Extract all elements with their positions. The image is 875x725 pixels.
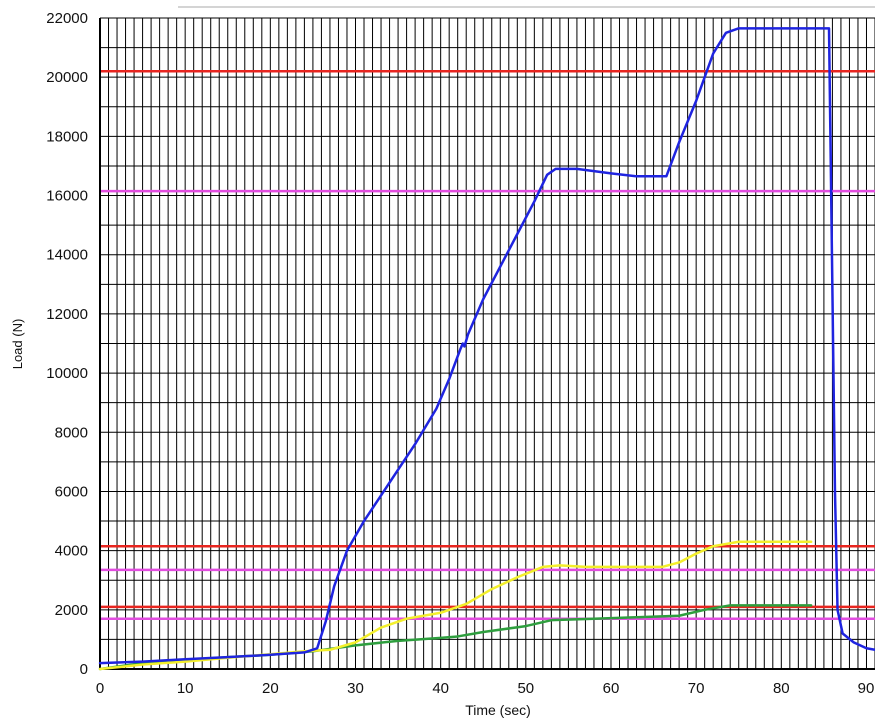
y-tick-label: 20000: [46, 69, 88, 86]
x-tick-label: 80: [773, 680, 790, 697]
x-tick-label: 50: [517, 680, 534, 697]
x-tick-label: 70: [688, 680, 705, 697]
x-tick-label: 20: [262, 680, 279, 697]
tick-labels-layer: 0 10 20 30 40 50 60 70 80 90 0 2000 4000 6000 8000 1000…: [46, 10, 874, 697]
series-line: [98, 27, 875, 665]
y-tick-label: 14000: [46, 247, 88, 264]
x-tick-label: 90: [858, 680, 875, 697]
y-tick-label: 16000: [46, 188, 88, 205]
y-tick-label: 18000: [46, 128, 88, 145]
y-axis-title: Load (N): [10, 319, 25, 370]
y-tick-label: 2000: [55, 602, 88, 619]
y-tick-label: 12000: [46, 306, 88, 323]
x-tick-label: 10: [177, 680, 194, 697]
axes-layer: [99, 18, 875, 670]
series-layer: [98, 27, 875, 671]
x-tick-label: 0: [96, 680, 104, 697]
x-axis-title: Time (sec): [465, 702, 531, 718]
grid-layer: [99, 17, 875, 670]
x-tick-label: 40: [432, 680, 449, 697]
y-tick-label: 6000: [55, 483, 88, 500]
y-tick-label: 4000: [55, 543, 88, 560]
x-tick-label: 60: [603, 680, 620, 697]
y-tick-label: 8000: [55, 424, 88, 441]
y-tick-label: 22000: [46, 10, 88, 27]
y-tick-label: 0: [80, 661, 88, 678]
x-tick-label: 30: [347, 680, 364, 697]
reference-lines-layer: [100, 70, 875, 620]
y-tick-label: 10000: [46, 365, 88, 382]
